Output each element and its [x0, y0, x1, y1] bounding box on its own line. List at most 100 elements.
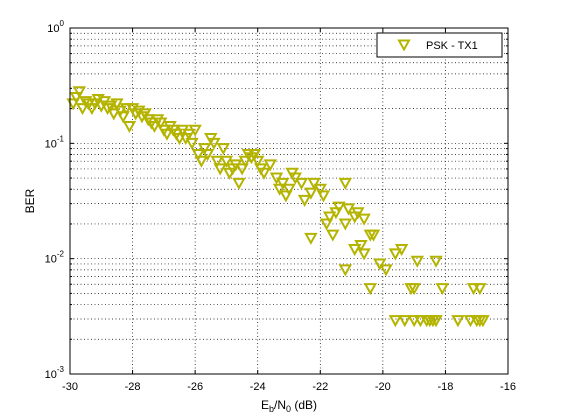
data-point-marker: [150, 114, 165, 127]
y-tick-label: 10-3: [45, 365, 65, 381]
y-tick-label-exponent: -2: [57, 250, 65, 259]
x-axis-label-tail: (dB): [291, 398, 317, 412]
x-tick-label: -28: [125, 381, 141, 393]
x-tick-label: -24: [250, 381, 266, 393]
data-point-marker: [238, 155, 252, 168]
data-point-marker: [407, 283, 421, 296]
data-point-marker: [435, 283, 449, 296]
data-point-marker: [138, 108, 152, 121]
y-tick-label-exponent: 0: [60, 19, 65, 28]
y-tick-label-exponent: -3: [57, 365, 65, 374]
data-point-marker: [122, 120, 137, 134]
y-tick-label: 10-1: [45, 134, 65, 150]
data-point-marker: [466, 283, 481, 296]
data-point-marker: [219, 155, 234, 168]
data-point-marker: [200, 149, 215, 162]
data-point-marker: [197, 143, 212, 156]
data-point-marker: [160, 128, 174, 141]
data-point-marker: [185, 137, 199, 150]
data-point-marker: [313, 183, 327, 196]
y-axis-label: BER: [23, 188, 37, 213]
data-point-marker: [379, 264, 393, 277]
data-point-marker: [191, 149, 205, 162]
data-point-marker: [272, 183, 287, 196]
data-point-marker: [307, 177, 321, 190]
data-point-marker: [326, 229, 340, 242]
x-axis-label-sub2: 0: [286, 404, 291, 414]
data-point-marker: [207, 137, 221, 150]
data-point-marker: [251, 155, 265, 168]
data-point-marker: [194, 155, 209, 168]
data-point-marker: [66, 98, 80, 111]
data-point-marker: [394, 244, 409, 257]
x-tick-label: -20: [375, 381, 391, 393]
data-point-marker: [119, 103, 134, 116]
data-markers: [66, 86, 490, 328]
x-axis-label: Eb/N0 (dB): [261, 398, 317, 414]
x-tick-label: -30: [62, 381, 78, 393]
data-point-marker: [172, 133, 187, 146]
data-point-marker: [366, 229, 381, 242]
data-point-marker: [429, 255, 443, 268]
data-point-marker: [357, 248, 371, 261]
data-point-marker: [398, 315, 412, 328]
plot-frame: [69, 27, 509, 375]
data-point-marker: [407, 315, 421, 328]
x-tick-label: -16: [500, 381, 516, 393]
y-tick-label: 100: [47, 19, 64, 35]
data-point-marker: [232, 177, 246, 190]
data-point-marker: [363, 283, 378, 296]
data-point-marker: [116, 111, 130, 124]
data-point-marker: [69, 91, 83, 104]
data-point-marker: [473, 283, 487, 296]
data-point-marker: [282, 183, 296, 196]
data-point-marker: [210, 155, 224, 168]
data-point-marker: [188, 124, 202, 137]
data-point-marker: [354, 240, 368, 253]
data-point-marker: [388, 315, 403, 328]
data-point-marker: [279, 190, 293, 203]
data-point-marker: [338, 218, 353, 231]
data-point-marker: [316, 190, 331, 203]
plot-area: [70, 28, 508, 374]
data-point-marker: [348, 244, 362, 257]
data-point-marker: [319, 218, 334, 231]
data-point-marker: [144, 117, 159, 130]
data-point-marker: [413, 315, 428, 328]
x-tick-label: -26: [187, 381, 203, 393]
data-point-marker: [154, 117, 168, 130]
data-point-marker: [78, 96, 93, 109]
data-point-marker: [75, 103, 90, 116]
data-point-marker: [304, 187, 318, 200]
data-point-marker: [235, 163, 249, 176]
data-point-marker: [182, 128, 196, 141]
x-tick-label: -18: [437, 381, 453, 393]
y-tick-label-base: 10: [45, 138, 57, 150]
x-tick-label: -22: [312, 381, 328, 393]
x-axis-label-mid: /N: [274, 398, 286, 412]
data-point-marker: [216, 143, 230, 156]
data-point-marker: [357, 213, 371, 226]
data-point-marker: [110, 98, 124, 111]
data-point-marker: [332, 201, 346, 214]
y-tick-label-exponent: -1: [57, 134, 65, 143]
y-tick-label: 10-2: [45, 250, 65, 266]
data-point-marker: [276, 177, 290, 190]
data-point-marker: [263, 159, 277, 172]
legend-label: PSK - TX1: [426, 40, 478, 52]
data-point-marker: [338, 264, 353, 277]
data-point-marker: [341, 203, 356, 216]
y-tick-label-base: 10: [47, 23, 59, 35]
data-point-marker: [351, 207, 365, 220]
data-point-marker: [147, 120, 162, 134]
data-point-marker: [103, 100, 118, 113]
data-point-marker: [107, 108, 121, 121]
data-point-marker: [294, 177, 309, 190]
data-point-marker: [338, 177, 353, 190]
data-point-marker: [257, 167, 271, 180]
data-point-marker: [297, 194, 312, 207]
data-point-marker: [304, 232, 318, 245]
data-point-marker: [241, 149, 256, 162]
legend: PSK - TX1: [376, 32, 503, 58]
